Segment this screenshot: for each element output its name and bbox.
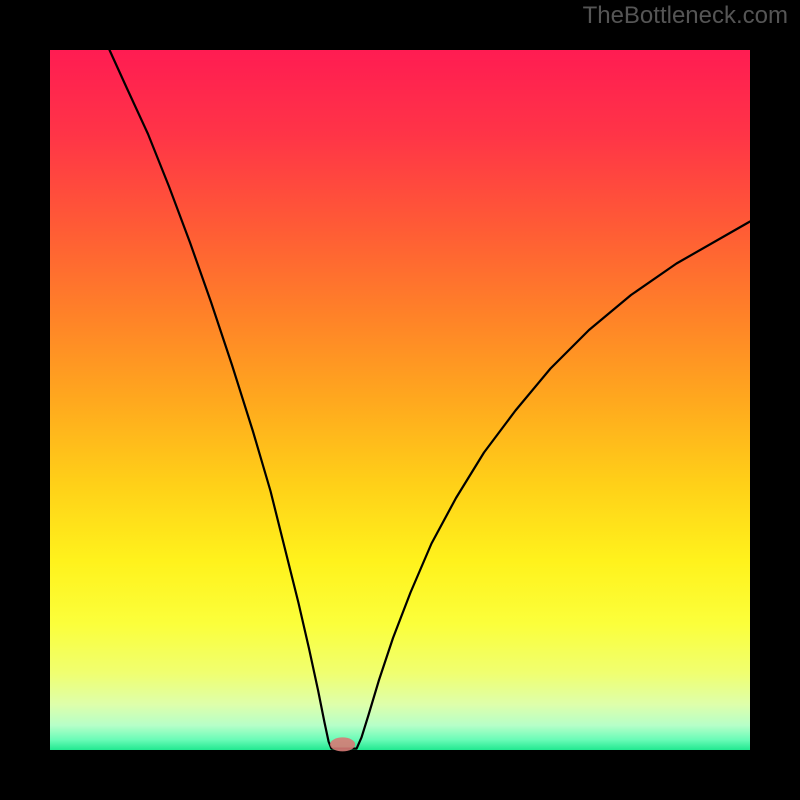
optimal-point-marker <box>330 737 355 751</box>
gradient-background <box>50 50 750 750</box>
chart-root: TheBottleneck.com <box>0 0 800 800</box>
watermark-text: TheBottleneck.com <box>583 2 788 30</box>
chart-svg <box>0 0 800 800</box>
